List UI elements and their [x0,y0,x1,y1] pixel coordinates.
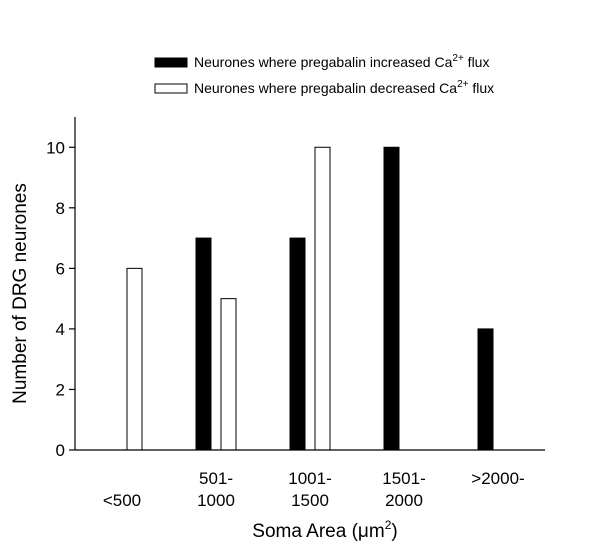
y-tick-label-0: 0 [56,441,65,460]
x-tick-label-2-1: 1500 [291,491,329,510]
x-tick-label-1-0: 501- [199,469,233,488]
bar-increased-4 [477,328,494,451]
x-tick-label-1-1: 1000 [197,491,235,510]
bar-decreased-1 [220,298,237,451]
y-axis: 0 2 4 6 8 10 Number of DRG neurones [10,117,76,460]
legend-label-0: Neurones where pregabalin increased Ca2+… [194,53,489,70]
y-tick-label-6: 6 [56,259,65,278]
bar-decreased-0 [126,267,143,451]
x-tick-label-0-1: <500 [103,491,141,510]
bar-increased-3 [383,146,400,451]
bar-decreased-2 [314,146,331,451]
legend-swatch-0 [154,57,188,68]
bar-increased-1 [195,237,212,451]
x-axis-title: Soma Area (μm2) [252,518,397,542]
x-axis: <500 501- 1000 1001- 1500 1501- 2000 >2000- Soma… [75,449,545,542]
x-tick-label-3-1: 2000 [385,491,423,510]
x-tick-label-4-0: >2000- [471,469,524,488]
plot-area [126,146,494,451]
legend-swatch-1 [154,83,188,94]
y-tick-label-4: 4 [56,320,65,339]
legend-label-1: Neurones where pregabalin decreased Ca2+… [194,79,494,96]
y-axis-title: Number of DRG neurones [10,183,31,404]
x-tick-label-2-0: 1001- [288,469,331,488]
y-tick-label-8: 8 [56,199,65,218]
y-tick-label-10: 10 [46,138,65,157]
y-tick-label-2: 2 [56,380,65,399]
x-tick-label-3-0: 1501- [382,469,425,488]
legend: Neurones where pregabalin increased Ca2+… [154,53,494,96]
bar-increased-2 [289,237,306,451]
